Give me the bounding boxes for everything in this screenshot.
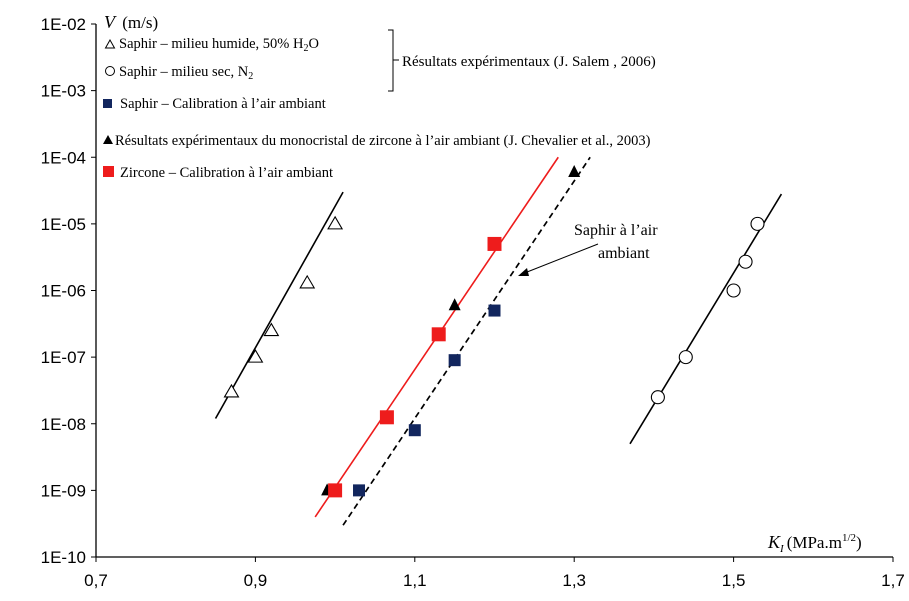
annotation-saphir-air: Saphir à l’air ambiant: [518, 222, 658, 276]
x-tick-label: 1,1: [403, 571, 427, 590]
y-tick-label: 1E-10: [41, 548, 86, 567]
y-axis-ticks: 1E-10 1E-09 1E-08 1E-07 1E-06 1E-05 1E-04 1E-03…: [41, 15, 96, 567]
data-point-square-4: [431, 327, 446, 342]
arrowhead-icon: [518, 268, 529, 276]
legend-filled-triangle-icon: [103, 135, 113, 144]
legend-item-saphir-humide: Saphir – milieu humide, 50% H2O: [104, 36, 319, 54]
data-point-filled-triangle: [448, 298, 461, 311]
y-tick-label: 1E-08: [41, 415, 86, 434]
data-point-open-circle: [750, 216, 765, 231]
svg-text:Saphir – milieu sec, N2: Saphir – milieu sec, N2: [119, 64, 253, 82]
legend-group-label: Résultats expérimentaux (J. Salem , 2006…: [402, 54, 656, 70]
y-tick-label: 1E-02: [41, 15, 86, 34]
data-point-open-triangle: [327, 215, 344, 230]
data-point-square-2: [353, 484, 366, 497]
legend-item-saphir-sec: Saphir – milieu sec, N2: [105, 64, 253, 82]
svg-text:Saphir – milieu humide, 50% H2: Saphir – milieu humide, 50% H2O: [119, 36, 319, 54]
legend-bracket: [388, 29, 399, 92]
data-point-square-2: [408, 424, 421, 437]
data-point-square-4: [487, 236, 502, 251]
legend-open-circle-icon: [105, 66, 115, 76]
data-point-open-circle: [726, 283, 741, 298]
y-axis-title: V (m/s): [104, 12, 158, 32]
y-tick-label: 1E-09: [41, 481, 86, 500]
x-axis-title: KI (MPa.m1/2): [767, 532, 862, 555]
data-point-square-2: [448, 354, 461, 367]
legend-open-triangle-icon: [104, 38, 116, 49]
legend-red-square-icon: [103, 166, 114, 177]
x-tick-label: 0,7: [84, 571, 108, 590]
data-point-square-4: [328, 483, 343, 498]
fit-line-saphir-air: [342, 156, 591, 526]
annotation-text-line1: Saphir à l’air: [574, 222, 658, 239]
x-tick-label: 0,9: [244, 571, 268, 590]
data-point-open-triangle: [263, 322, 280, 337]
data-point-open-triangle: [247, 349, 264, 363]
data-markers: [223, 165, 765, 498]
svg-text:Résultats expérimentaux du mon: Résultats expérimentaux du monocristal d…: [115, 133, 651, 149]
legend-navy-square-icon: [103, 99, 112, 108]
data-point-open-triangle: [299, 274, 316, 289]
y-tick-label: 1E-03: [41, 82, 86, 101]
x-tick-label: 1,3: [562, 571, 586, 590]
y-tick-label: 1E-07: [41, 348, 86, 367]
legend: V (m/s) Saphir – milieu humide, 50% H2O …: [103, 12, 656, 181]
legend-item-zircone-monocristal: Résultats expérimentaux du monocristal d…: [103, 133, 651, 149]
y-tick-label: 1E-04: [41, 148, 86, 167]
x-tick-label: 1,5: [722, 571, 746, 590]
fit-lines: [214, 156, 783, 526]
data-point-open-triangle: [223, 383, 240, 398]
svg-text:Saphir – Calibration à l’air a: Saphir – Calibration à l’air ambiant: [120, 96, 326, 112]
legend-item-saphir-calibration: Saphir – Calibration à l’air ambiant: [103, 96, 326, 112]
annotation-text-line2: ambiant: [598, 245, 650, 262]
y-tick-label: 1E-06: [41, 282, 86, 301]
data-point-open-circle: [678, 350, 693, 365]
data-point-open-circle: [738, 254, 753, 269]
x-tick-label: 1,7: [881, 571, 905, 590]
data-point-square-4: [379, 410, 394, 425]
annotation-arrow-line: [521, 243, 599, 275]
data-point-square-2: [488, 304, 501, 317]
x-axis-ticks: 0,7 0,9 1,1 1,3 1,5 1,7: [84, 557, 905, 590]
legend-item-zircone-calibration: Zircone – Calibration à l’air ambiant: [103, 165, 333, 181]
data-point-filled-triangle: [568, 165, 581, 178]
svg-text:Zircone – Calibration à l’air: Zircone – Calibration à l’air ambiant: [120, 165, 333, 181]
data-point-open-circle: [650, 390, 665, 405]
y-tick-label: 1E-05: [41, 215, 86, 234]
fit-line-saphir-humide: [214, 191, 344, 419]
